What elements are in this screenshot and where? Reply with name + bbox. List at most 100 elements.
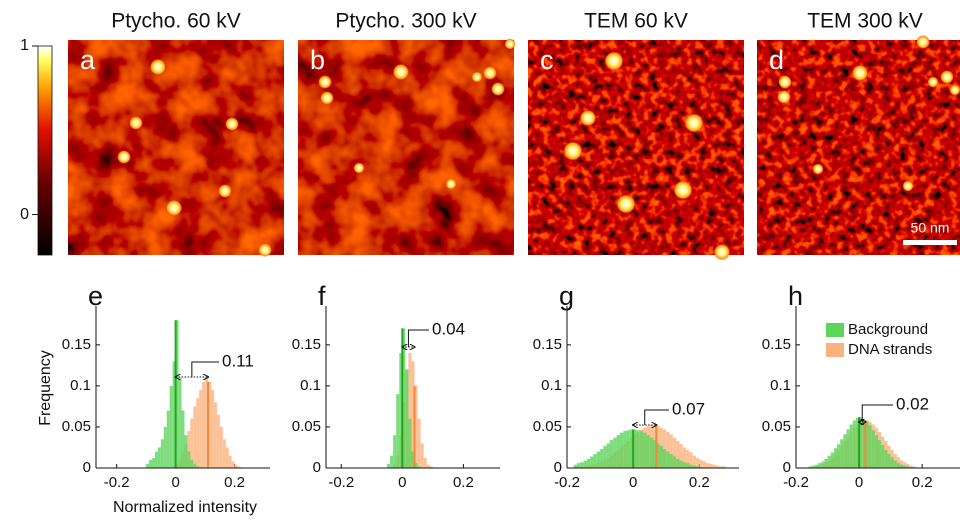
histogram-bar [824,458,828,468]
legend-swatch [826,343,844,357]
x-tick-label: 0.2 [453,474,474,491]
histogram-bar [808,466,812,468]
histogram-bar [666,431,670,468]
histogram-bar [222,439,226,468]
histogram-bar [643,432,647,468]
histogram-bar [666,451,670,468]
particle [777,90,791,104]
histogram-bar [871,430,875,468]
histogram-bar [653,440,657,468]
x-tick-label: -0.2 [104,474,130,491]
particle [812,163,824,175]
histogram-bar [193,406,197,468]
histogram-bar [699,459,703,468]
histogram-bar [190,459,194,468]
micrograph-texture [68,40,284,255]
y-tick-label: 0.15 [62,336,91,353]
histogram-bar [646,435,650,468]
x-tick-label: 0.2 [689,474,710,491]
y-tick-label: 0.05 [533,418,562,435]
histogram-bar [225,447,229,468]
legend-label: DNA strands [848,341,932,358]
histogram-bar [420,443,424,468]
histogram-bar [878,440,882,468]
micrograph-texture [528,40,744,255]
histogram-bar [636,430,640,468]
histogram-bar [912,466,916,468]
histogram-bar [417,418,421,468]
histogram-bar [679,444,683,468]
colorbar-tick-label: 0 [20,206,29,223]
histogram-bar [855,417,860,468]
histogram-bar [649,437,653,468]
histogram-bar [196,466,200,468]
histogram-bar [859,417,863,468]
x-tick-label: -0.2 [328,474,354,491]
particle [684,113,704,133]
particle [117,150,131,164]
particle [949,84,960,96]
histogram-bar [405,369,409,468]
histogram-bar [833,448,837,468]
x-tick-label: 0.2 [224,474,245,491]
histogram-bar [396,394,400,468]
colorbar [37,45,53,256]
particle [673,180,693,200]
histogram-bar [887,454,891,468]
panel-letter: e [88,281,103,311]
histogram-bar [387,463,391,468]
histogram-bar [166,410,170,468]
histogram-bar [715,465,720,468]
histogram-bar [849,424,853,468]
histogram-bar [583,460,587,468]
histogram-bar [613,437,617,468]
x-tick-label: 0 [855,474,863,491]
histogram-bar [722,466,726,468]
histogram-bar [682,447,687,468]
histogram-bar [411,361,415,468]
histogram-bar [228,455,232,468]
histogram-bar [868,425,872,468]
histogram-bar [686,449,690,468]
legend-swatch [826,323,844,337]
x-axis-label: Normalized intensity [113,499,257,516]
y-tick-label: 0.05 [292,418,321,435]
histogram-bar [712,464,716,468]
particle [778,75,792,89]
y-tick-label: 0.1 [300,377,321,394]
histogram-bar [682,462,687,468]
histogram-bar [639,431,644,468]
scale-bar [903,240,957,245]
histogram-bar [610,440,614,468]
panel-title: TEM 300 kV [807,10,923,33]
histogram-bar [408,418,412,468]
histogram-bar [676,440,680,468]
histogram-bar [689,464,693,468]
y-tick-label: 0.05 [762,418,791,435]
panel-letter: f [318,281,326,311]
histogram-bar [679,460,683,468]
histogram-bar [846,429,850,468]
y-tick-label: 0.15 [292,336,321,353]
histogram-bar [169,385,173,468]
y-axis-label: Frequency [37,350,54,426]
y-tick-label: 0.1 [770,377,791,394]
histogram-bar [393,435,397,468]
x-tick-label: 0.2 [912,474,933,491]
x-tick-label: -0.2 [783,474,809,491]
histogram-bar [669,454,673,468]
panel-letter: b [310,45,325,75]
histogram-bar [830,452,834,468]
histogram-bar [573,464,577,468]
histogram-bar [686,463,690,468]
y-tick-label: 0.05 [62,418,91,435]
particle [445,178,457,190]
x-tick-label: -0.2 [554,474,580,491]
image-row: Ptycho. 60 kV a Ptycho. 300 kV b TEM 60 kV c T… [68,10,960,261]
histogram-bar [590,456,594,468]
annotation-leader [407,329,429,347]
panel-title: Ptycho. 300 kV [335,10,476,33]
histogram-bar [840,439,844,468]
histogram-bar [196,398,200,468]
